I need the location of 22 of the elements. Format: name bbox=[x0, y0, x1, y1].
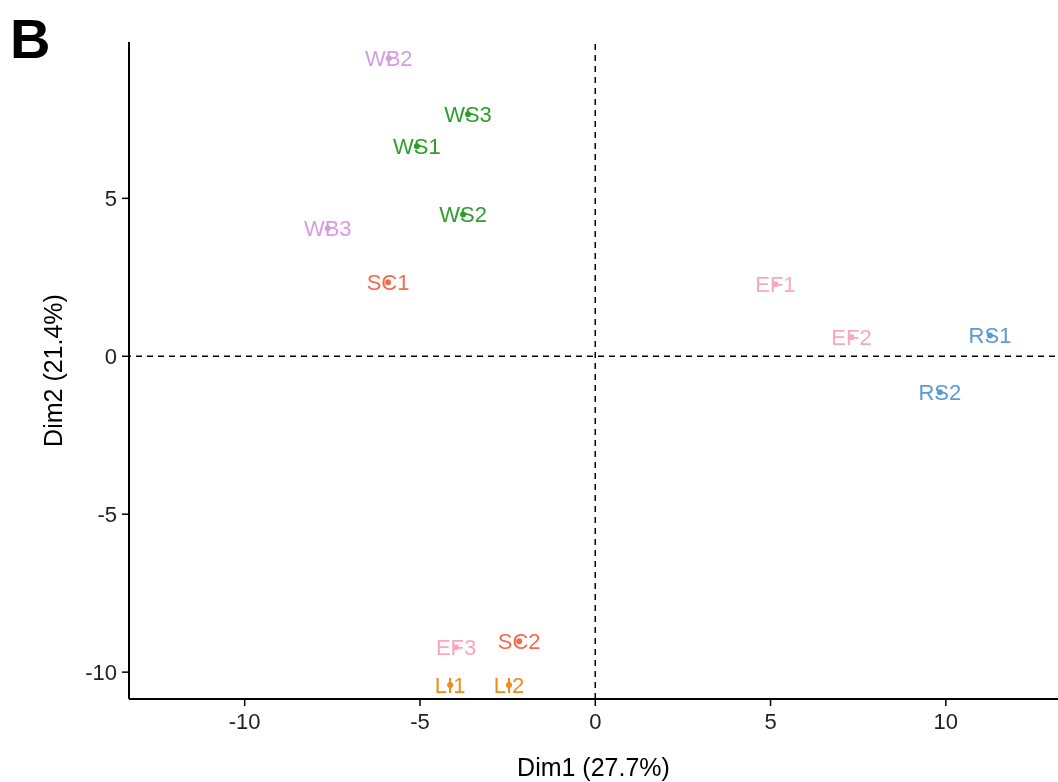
data-label: RS1 bbox=[968, 323, 1012, 349]
data-label: SC1 bbox=[366, 270, 410, 296]
data-label: WS2 bbox=[439, 202, 487, 228]
y-axis-title: Dim2 (21.4%) bbox=[39, 294, 67, 447]
data-label: EF3 bbox=[435, 634, 477, 660]
y-tick-label: -5 bbox=[97, 501, 117, 527]
x-axis-title: Dim1 (27.7%) bbox=[517, 753, 670, 781]
text: B bbox=[10, 7, 51, 70]
x-tick-label: -10 bbox=[228, 709, 261, 734]
data-label: WB3 bbox=[303, 216, 352, 242]
data-label: WS1 bbox=[392, 133, 441, 159]
data-label: WS3 bbox=[444, 102, 492, 128]
x-tick-label: -5 bbox=[410, 709, 430, 734]
y-tick-label: 5 bbox=[104, 186, 117, 212]
x-tick-label: 10 bbox=[933, 709, 959, 734]
data-label: WB2 bbox=[364, 46, 413, 72]
y-tick-label: 0 bbox=[104, 343, 117, 369]
x-tick-label: 5 bbox=[764, 709, 777, 734]
x-tick-label: 0 bbox=[589, 709, 602, 734]
y-tick-label: -10 bbox=[85, 659, 117, 685]
data-label: RS2 bbox=[918, 379, 962, 405]
data-label: SC2 bbox=[497, 628, 541, 654]
